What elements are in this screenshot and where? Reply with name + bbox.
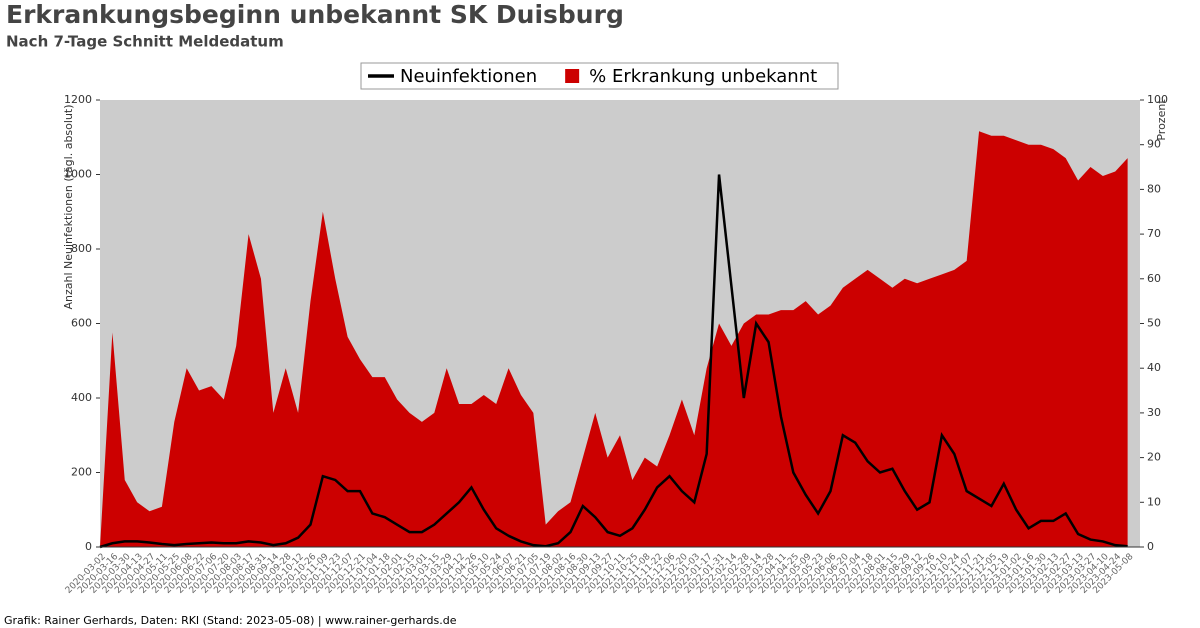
y-tick-label: 200	[71, 466, 92, 479]
area	[100, 131, 1128, 548]
legend: Neuinfektionen % Erkrankung unbekannt	[360, 62, 839, 90]
y2-tick-label: 80	[1147, 182, 1161, 195]
legend-box	[360, 62, 839, 90]
legend-swatch	[565, 69, 580, 83]
chart-subtitle: Nach 7-Tage Schnitt Meldedatum	[6, 33, 284, 51]
y2-tick-label: 70	[1147, 227, 1161, 240]
legend-label: % Erkrankung unbekannt	[589, 66, 817, 87]
chart-title: Erkrankungsbeginn unbekannt SK Duisburg	[6, 0, 624, 29]
y-tick-label: 800	[71, 242, 92, 255]
y-tick-label: 600	[71, 317, 92, 330]
y-tick-label: 1200	[64, 93, 92, 106]
footer: Grafik: Rainer Gerhards, Daten: RKI (Sta…	[4, 614, 457, 627]
y2-tick-label: 30	[1147, 406, 1161, 419]
y-axis-label: Anzahl Neuinfektionen (tägl. absolut)	[62, 104, 75, 309]
y2-tick-label: 100	[1147, 93, 1168, 106]
y2-tick-label: 90	[1147, 138, 1161, 151]
line	[99, 174, 1128, 549]
legend-label: Neuinfektionen	[400, 66, 537, 87]
y-tick-label: 0	[85, 540, 92, 553]
y2-tick-label: 50	[1147, 317, 1161, 330]
y2-tick-label: 60	[1147, 272, 1161, 285]
y2-tick-label: 20	[1147, 451, 1161, 464]
y2-tick-label: 10	[1147, 495, 1161, 508]
y2-axis-label: Prozent	[1155, 99, 1168, 141]
y-tick-label: 1000	[64, 168, 92, 181]
y2-tick-label: 40	[1147, 361, 1161, 374]
y2-tick-label: 0	[1147, 540, 1154, 553]
y-tick-label: 400	[71, 391, 92, 404]
